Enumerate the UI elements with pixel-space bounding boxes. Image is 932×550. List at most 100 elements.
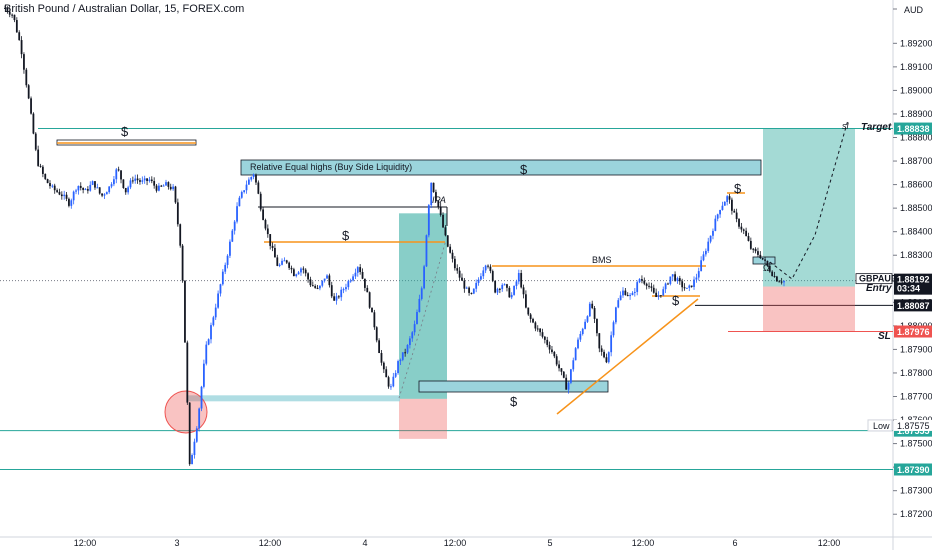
candle-body	[91, 181, 94, 185]
candle-body	[229, 241, 231, 256]
candle-body	[704, 250, 707, 255]
low-liquidity-zone	[187, 395, 400, 402]
candle-body	[354, 272, 357, 277]
candle-body	[437, 200, 440, 207]
candle-body	[335, 296, 338, 301]
candle-body	[536, 328, 539, 330]
candle-body	[269, 234, 272, 246]
candle-body	[584, 321, 587, 329]
chart-title: British Pound / Australian Dollar, 15, F…	[4, 3, 245, 15]
candle-body	[681, 281, 684, 288]
candle-body	[453, 258, 456, 269]
candle-body	[245, 184, 248, 191]
candle-body	[160, 185, 163, 187]
candle-body	[210, 325, 212, 340]
candle-body	[326, 275, 328, 279]
low-price-tag-bg	[894, 419, 932, 431]
candle-body	[667, 283, 669, 285]
candle-body	[238, 197, 241, 207]
candle-body	[731, 199, 733, 211]
candle-body	[392, 376, 395, 387]
candle-body	[11, 14, 14, 16]
candle-body	[51, 185, 54, 187]
candle-body	[307, 273, 309, 280]
candle-body	[259, 193, 262, 210]
symbol-name-bg	[855, 273, 893, 285]
candle-body	[314, 286, 317, 288]
candle-body	[153, 181, 156, 186]
candle-body	[217, 293, 220, 308]
price-tick-label: 1.87900	[900, 344, 932, 354]
candle-body	[366, 287, 369, 293]
candle-body	[676, 278, 679, 281]
candle-body	[494, 280, 497, 293]
candle-body	[387, 377, 390, 387]
candle-body	[754, 248, 757, 252]
liquidity-dollar-label: $	[121, 124, 129, 139]
candle-body	[49, 183, 51, 187]
candle-body	[510, 294, 513, 298]
candle-body	[162, 185, 165, 187]
projected-path	[769, 119, 849, 280]
candle-body	[593, 308, 596, 319]
candle-body	[700, 260, 703, 272]
candle-body	[543, 336, 546, 340]
candle-body	[186, 342, 189, 403]
candle-body	[577, 339, 579, 349]
symbol-countdown: 03:34	[897, 284, 920, 294]
candle-body	[539, 328, 542, 333]
candle-body	[345, 287, 347, 290]
candle-body	[427, 205, 430, 236]
candle-body	[617, 300, 620, 308]
candle-body	[300, 268, 302, 273]
candle-body	[546, 339, 549, 345]
candle-body	[560, 368, 563, 372]
price-tick-label: 1.87800	[900, 368, 932, 378]
candle-body	[596, 318, 598, 334]
candle-body	[359, 267, 362, 273]
candle-body	[745, 230, 748, 237]
candle-body	[655, 292, 658, 297]
candle-body	[281, 260, 283, 265]
candle-body	[89, 184, 92, 191]
candle-body	[648, 285, 650, 287]
low-circle-highlight	[164, 390, 208, 434]
liquidity-dollar-label: $	[734, 181, 742, 196]
candle-body	[283, 260, 286, 262]
candle-body	[778, 281, 781, 283]
candle-body	[278, 264, 281, 266]
candle-body	[456, 268, 459, 271]
currency-label: AUD	[904, 5, 924, 15]
candle-body	[501, 284, 504, 290]
candle-body	[290, 267, 293, 270]
candle-body	[342, 289, 345, 291]
candle-body	[498, 288, 501, 290]
candle-body	[742, 229, 745, 231]
time-tick-label: 12:00	[632, 538, 655, 548]
candle-body	[349, 280, 352, 282]
candle-body	[702, 254, 705, 261]
equal-highs-label: Relative Equal highs (Buy Side Liquidity…	[250, 162, 412, 172]
candle-body	[23, 54, 25, 70]
candle-body	[176, 202, 179, 225]
candle-body	[174, 186, 177, 203]
candle-body	[32, 113, 35, 134]
candle-body	[472, 288, 475, 294]
candle-body	[184, 280, 186, 343]
candle-body	[565, 377, 568, 390]
candle-body	[607, 352, 610, 363]
candle-body	[70, 200, 73, 206]
candle-body	[688, 285, 691, 288]
candle-body	[297, 272, 300, 275]
liquidity-dollar-label: $	[520, 162, 528, 177]
candle-body	[8, 11, 11, 15]
candle-body	[309, 279, 312, 286]
candle-body	[330, 285, 333, 297]
candle-body	[664, 283, 667, 290]
price-tick-label: 1.88400	[900, 227, 932, 237]
candle-body	[148, 179, 151, 181]
candle-body	[508, 287, 511, 298]
candle-body	[610, 335, 613, 353]
candle-body	[110, 184, 113, 187]
